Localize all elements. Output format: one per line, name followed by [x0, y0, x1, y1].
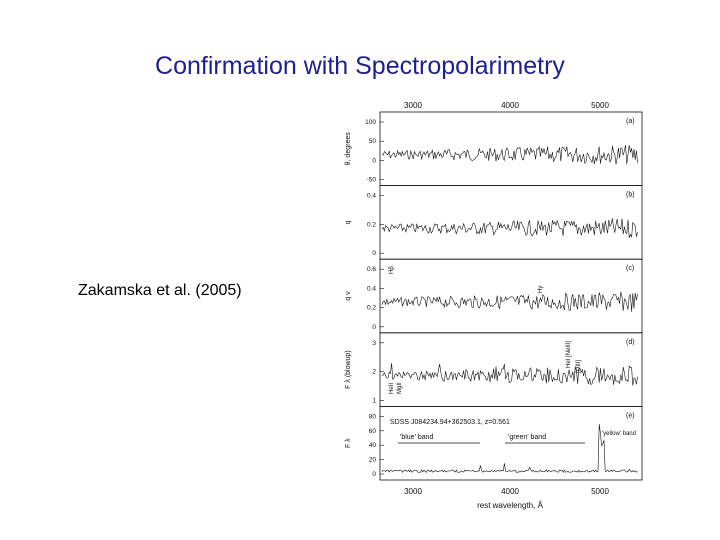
line-label-hgamma: Hγ [538, 286, 544, 293]
band-label-blue: 'blue' band [400, 434, 434, 441]
citation-text: Zakamska et al. (2005) [78, 282, 242, 299]
panel-frame [379, 332, 643, 407]
panel-ylabel: θ, degrees [345, 132, 352, 166]
panel-tick-label: 0.2 [367, 305, 376, 312]
panel-tick-label: 1 [372, 397, 376, 404]
band-label-yellow: 'yellow' band [602, 431, 636, 437]
panel-tick-label: 2 [372, 369, 376, 376]
panel-tag: (e) [626, 412, 635, 419]
panel-ylabel: q [345, 220, 352, 224]
panel-ylabel: F λ [345, 438, 352, 448]
panel-ylabel: F λ (blowup) [345, 350, 352, 389]
line-label-hbeta: Hβ [389, 266, 395, 274]
spectrum-trace [381, 291, 638, 312]
spectrum-trace [381, 363, 638, 386]
spectrum-trace [381, 423, 638, 473]
panel-ylabel: q ν [345, 291, 352, 301]
panel-tick-label: 80 [369, 413, 377, 420]
panel-tick-label: 0 [372, 324, 376, 331]
panel-tick-label: 100 [365, 119, 376, 126]
panel-tag: (d) [626, 339, 635, 346]
top-tick-5000: 5000 [591, 101, 609, 110]
panel-tick-label: -50 [367, 177, 377, 184]
panel-tick-label: 0.6 [367, 266, 376, 273]
x-axis-label: rest wavelength, Å [477, 501, 543, 510]
spectrum-trace [381, 218, 638, 238]
slide-title: Confirmation with Spectropolarimetry [155, 52, 565, 80]
panel-tag: (a) [626, 118, 635, 125]
panel-tick-label: 40 [369, 442, 377, 449]
panel-tick-label: 3 [372, 340, 376, 347]
object-label: SDSS J084234.94+362503.1, z=0.561 [390, 419, 510, 426]
panel-tag: (b) [626, 192, 635, 199]
spectrum-trace [381, 144, 638, 165]
panel-tick-label: 0.4 [367, 285, 376, 292]
panel-tick-label: 20 [369, 457, 377, 464]
line-label-heii: HeII [389, 383, 395, 394]
line-label-mgii: MgII [397, 382, 403, 394]
bottom-tick-4000: 4000 [501, 487, 519, 496]
panel-tick-label: 0 [372, 157, 376, 164]
top-tick-3000: 3000 [404, 101, 422, 110]
panel-tick-label: 60 [369, 428, 377, 435]
bottom-tick-5000: 5000 [591, 487, 609, 496]
line-label-oiii: [OIII] [576, 360, 582, 373]
spectropolarimetry-figure: 3000 4000 5000 (a)θ, degrees100500-50(b)… [345, 101, 643, 510]
bottom-tick-3000: 3000 [404, 487, 422, 496]
panel-frame [379, 111, 643, 186]
panel-tick-label: 0 [372, 250, 376, 257]
panel-tick-label: 50 [369, 138, 377, 145]
band-label-green: 'green' band [508, 434, 546, 441]
line-label-hei-neiii: HeI [NeIII] [566, 341, 572, 368]
panel-tag: (c) [626, 265, 634, 272]
panel-tick-label: 0 [372, 471, 376, 478]
panel-frame [379, 405, 643, 481]
panel-tick-label: 0.4 [367, 193, 376, 200]
panel-frame [379, 185, 643, 260]
top-tick-4000: 4000 [501, 101, 519, 110]
panel-tick-label: 0.2 [367, 221, 376, 228]
